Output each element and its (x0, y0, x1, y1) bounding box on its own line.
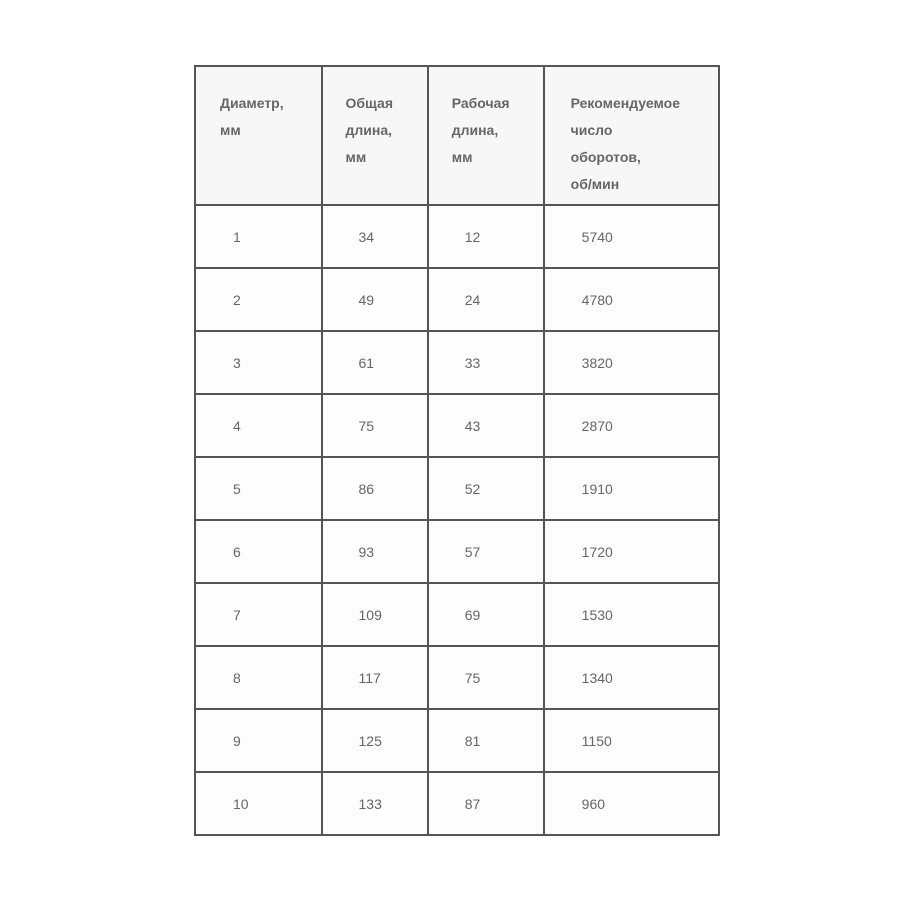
header-working-length: Рабочая длина, мм (426, 65, 545, 206)
cell-working-length: 69 (426, 582, 545, 647)
header-text: Общая (345, 95, 393, 111)
cell-diameter: 7 (194, 582, 323, 647)
cell-diameter: 4 (194, 393, 323, 458)
header-text: об/мин (570, 176, 620, 192)
cell-total-length: 61 (320, 330, 429, 395)
cell-recommended-rpm: 1720 (542, 519, 721, 584)
cell-working-length: 87 (426, 771, 545, 836)
header-row: Диаметр, мм Общая длина, мм Рабочая длина, мм Ре… (194, 65, 721, 206)
header-text: мм (345, 149, 367, 165)
header-total-length: Общая длина, мм (320, 65, 429, 206)
cell-total-length: 86 (320, 456, 429, 521)
cell-total-length: 125 (320, 708, 429, 773)
cell-total-length: 49 (320, 267, 429, 332)
cell-diameter: 10 (194, 771, 323, 836)
cell-recommended-rpm: 2870 (542, 393, 721, 458)
cell-working-length: 75 (426, 645, 545, 710)
table-row: 7 109 69 1530 (194, 582, 721, 647)
cell-working-length: 24 (426, 267, 545, 332)
cell-recommended-rpm: 5740 (542, 204, 721, 269)
table-row: 4 75 43 2870 (194, 393, 721, 458)
cell-recommended-rpm: 1910 (542, 456, 721, 521)
table-row: 10 133 87 960 (194, 771, 721, 836)
cell-working-length: 52 (426, 456, 545, 521)
table-row: 3 61 33 3820 (194, 330, 721, 395)
header-text: мм (220, 122, 241, 138)
cell-total-length: 75 (320, 393, 429, 458)
cell-recommended-rpm: 1530 (542, 582, 721, 647)
table-row: 6 93 57 1720 (194, 519, 721, 584)
header-text: длина, (451, 122, 499, 138)
cell-working-length: 33 (426, 330, 545, 395)
cell-total-length: 133 (320, 771, 429, 836)
header-text: длина, (345, 122, 393, 138)
cell-diameter: 6 (194, 519, 323, 584)
cell-working-length: 12 (426, 204, 545, 269)
cell-total-length: 34 (320, 204, 429, 269)
table-row: 8 117 75 1340 (194, 645, 721, 710)
cell-total-length: 117 (320, 645, 429, 710)
cell-recommended-rpm: 960 (542, 771, 721, 836)
cell-working-length: 81 (426, 708, 545, 773)
cell-diameter: 8 (194, 645, 323, 710)
header-text: Рекомендуемое (570, 95, 680, 111)
cell-recommended-rpm: 1150 (542, 708, 721, 773)
cell-diameter: 2 (194, 267, 323, 332)
cell-diameter: 9 (194, 708, 323, 773)
table-row: 5 86 52 1910 (194, 456, 721, 521)
cell-total-length: 109 (320, 582, 429, 647)
header-text: число (570, 122, 613, 138)
cell-working-length: 43 (426, 393, 545, 458)
header-text: Диаметр, (220, 95, 284, 111)
cell-diameter: 3 (194, 330, 323, 395)
cell-recommended-rpm: 4780 (542, 267, 721, 332)
drill-specs-table: Диаметр, мм Общая длина, мм Рабочая длина, мм Ре… (194, 65, 721, 836)
header-text: оборотов, (570, 149, 641, 165)
table-row: 9 125 81 1150 (194, 708, 721, 773)
cell-recommended-rpm: 3820 (542, 330, 721, 395)
header-recommended-rpm: Рекомендуемое число оборотов, об/мин (542, 65, 721, 206)
table-row: 2 49 24 4780 (194, 267, 721, 332)
cell-working-length: 57 (426, 519, 545, 584)
header-text: мм (451, 149, 473, 165)
header-diameter: Диаметр, мм (194, 65, 323, 206)
header-text: Рабочая (451, 95, 510, 111)
table-row: 1 34 12 5740 (194, 204, 721, 269)
cell-diameter: 5 (194, 456, 323, 521)
cell-recommended-rpm: 1340 (542, 645, 721, 710)
cell-diameter: 1 (194, 204, 323, 269)
cell-total-length: 93 (320, 519, 429, 584)
